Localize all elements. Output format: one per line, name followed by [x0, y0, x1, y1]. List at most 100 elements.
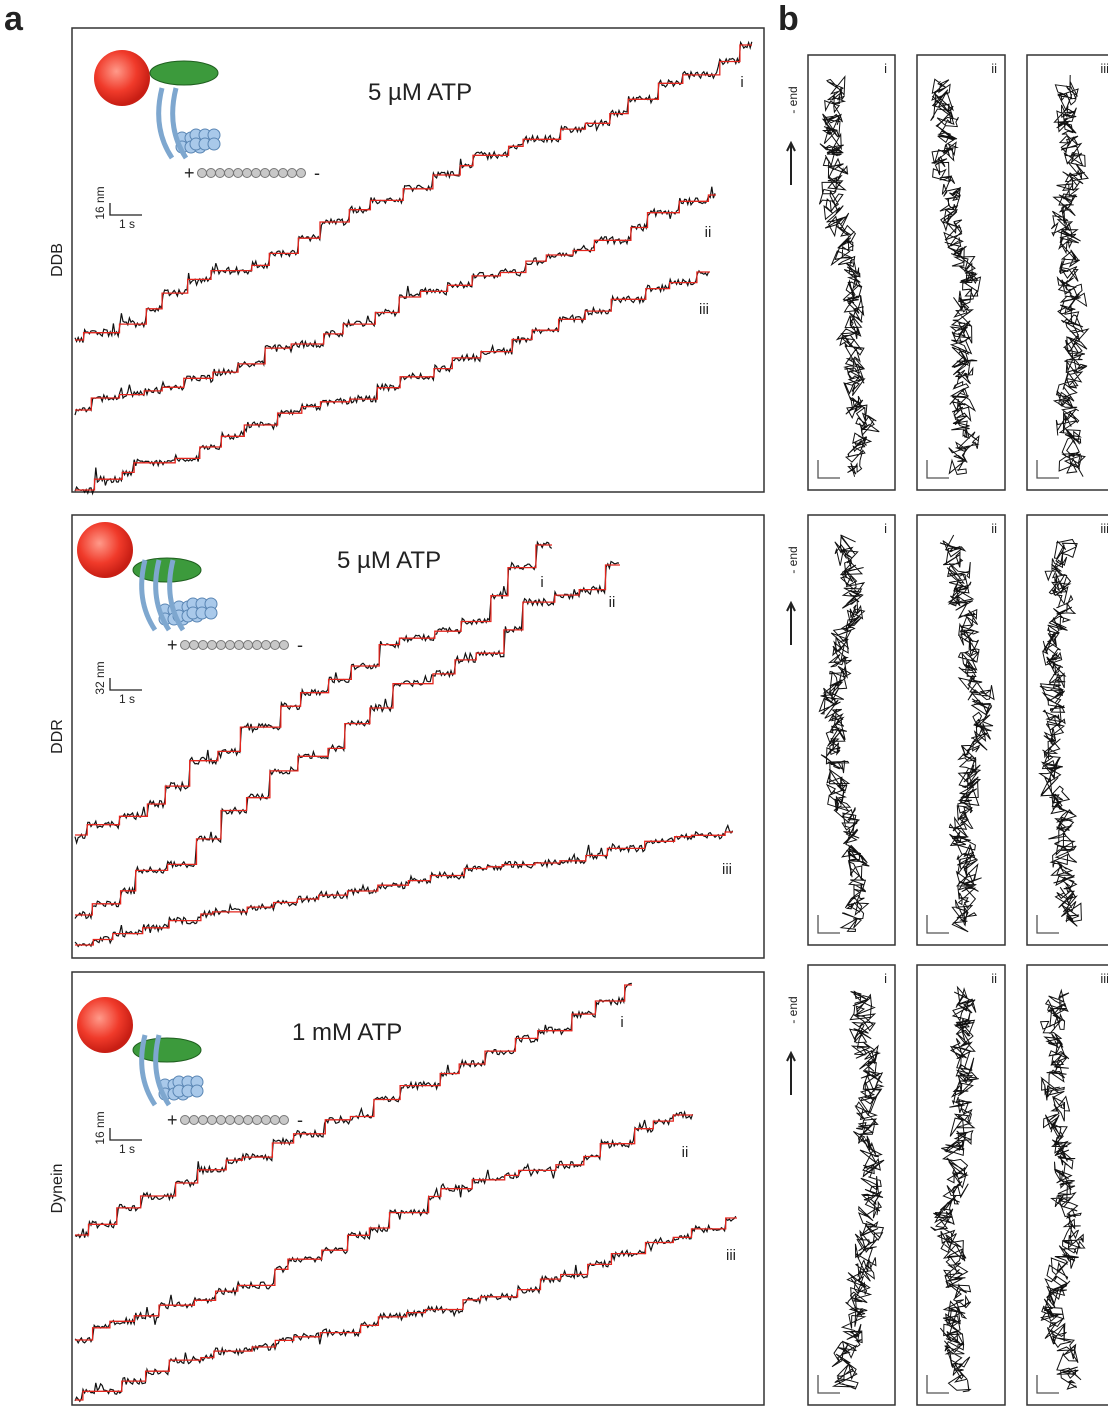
dynactin: [132, 557, 202, 583]
trace: [74, 560, 620, 921]
microtubule: [198, 1115, 208, 1125]
scale-bar-x-label: 1 s: [119, 1142, 135, 1156]
microtubule: [252, 640, 262, 650]
microtubule: [216, 640, 226, 650]
scale-bar: [1036, 915, 1059, 934]
plus-end-label: +: [167, 1110, 178, 1130]
microtubule: [233, 168, 243, 178]
dynein-stalk: [153, 1034, 172, 1107]
scale-bar-y-label: 16 nm: [93, 186, 107, 219]
microtubule: [243, 1115, 253, 1125]
box-label: iii: [1100, 521, 1108, 536]
bead: [77, 997, 133, 1053]
microtubule: [197, 168, 207, 178]
trace-label: i: [740, 74, 743, 91]
trajectory-box: [1026, 964, 1108, 1406]
minus-end-label: -: [314, 163, 320, 183]
microtubule: [224, 168, 234, 178]
microtubule: [251, 168, 261, 178]
trajectory: [1050, 74, 1090, 477]
trajectory-box: [916, 514, 1006, 946]
box-label: ii: [991, 61, 997, 76]
trace: [74, 1215, 737, 1403]
microtubule: [198, 640, 208, 650]
microtubule: [225, 640, 235, 650]
trajectory-box: [807, 964, 896, 1406]
atp-label: 5 µM ATP: [337, 547, 441, 574]
microtubule: [243, 640, 253, 650]
step-fit: [75, 1217, 737, 1401]
plus-end-label: +: [184, 163, 195, 183]
direction-arrow: [786, 600, 796, 645]
plus-end-label: +: [167, 635, 178, 655]
panel-label: a: [4, 0, 24, 38]
box-label: iii: [1100, 971, 1108, 986]
trace-label: iii: [726, 1247, 736, 1264]
trajectory: [930, 78, 982, 475]
trajectory: [1038, 538, 1082, 927]
scale-bar-x-label: 1 s: [119, 217, 135, 231]
scale-bar: [817, 460, 840, 479]
row-label: DDB: [49, 243, 66, 277]
scale-bar: [926, 460, 949, 479]
box-label: ii: [991, 521, 997, 536]
panel-label: b: [778, 0, 799, 38]
microtubule: [234, 1115, 244, 1125]
trajectory-box: [1026, 54, 1108, 491]
box-label: iii: [1100, 61, 1108, 76]
bead: [94, 50, 150, 106]
scale-bar: [109, 678, 142, 691]
dynein-head: [190, 1084, 204, 1098]
scale-bar: [109, 203, 142, 216]
box-label: i: [884, 971, 887, 986]
dynein-stalk: [153, 559, 172, 632]
trace-panel: [71, 27, 765, 493]
microtubule: [216, 1115, 226, 1125]
step-fit: [75, 831, 733, 946]
scale-bar: [926, 1375, 949, 1394]
dynein-stalk: [170, 87, 189, 160]
microtubule: [252, 1115, 262, 1125]
microtubule: [180, 1115, 190, 1125]
trace-label: i: [540, 574, 543, 591]
trace-panel: [71, 514, 765, 959]
scale-bar-y-label: 32 nm: [93, 661, 107, 694]
step-fit: [75, 271, 710, 491]
dynein-stalk: [139, 1034, 158, 1107]
microtubule: [261, 640, 271, 650]
microtubule: [261, 1115, 271, 1125]
motor-cartoon: + -: [77, 997, 303, 1130]
microtubule: [189, 1115, 199, 1125]
bead: [77, 522, 133, 578]
microtubule: [270, 1115, 280, 1125]
trace-label: ii: [609, 594, 616, 611]
motor-cartoon: + -: [77, 522, 303, 655]
microtubule: [242, 168, 252, 178]
dynein-head: [204, 606, 218, 620]
microtubule: [260, 168, 270, 178]
dynein-stalk: [156, 87, 175, 160]
scale-bar: [817, 915, 840, 934]
row-label: DDR: [49, 719, 66, 754]
direction-label: - end: [786, 546, 800, 573]
scale-bar-x-label: 1 s: [119, 692, 135, 706]
trace-panel: [71, 971, 765, 1406]
microtubule: [296, 168, 306, 178]
microtubule: [270, 640, 280, 650]
trajectory-box: [807, 514, 896, 946]
dynein-stalk: [167, 559, 186, 632]
step-fit: [75, 544, 552, 836]
scale-bar: [1036, 460, 1059, 479]
scale-bar: [109, 1128, 142, 1141]
microtubule: [207, 1115, 217, 1125]
microtubule: [180, 640, 190, 650]
trajectory: [930, 985, 979, 1393]
minus-end-label: -: [297, 635, 303, 655]
trajectory: [831, 990, 885, 1390]
microtubule: [207, 640, 217, 650]
trace: [74, 269, 710, 496]
direction-arrow: [786, 1050, 796, 1095]
box-label: ii: [991, 971, 997, 986]
scale-bar: [1036, 1375, 1059, 1394]
trajectory-box: [916, 54, 1006, 491]
